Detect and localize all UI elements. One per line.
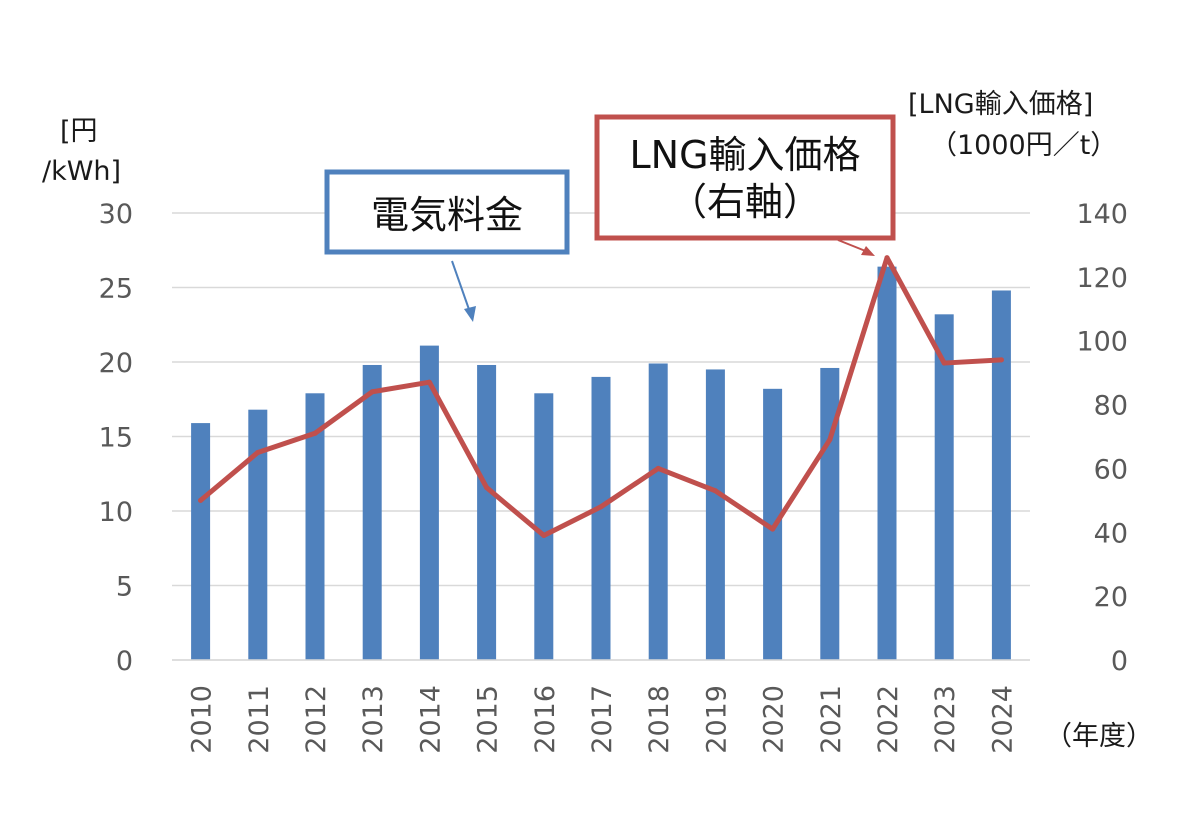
bar-2011: [248, 409, 268, 660]
bar-2022: [877, 266, 897, 660]
x-axis-tick-label: 2015: [473, 685, 504, 754]
x-axis-tick-label: 2016: [530, 685, 561, 754]
x-axis-tick-label: 2010: [187, 685, 218, 754]
bar-2017: [591, 376, 611, 660]
left-axis-label-line2: /kWh]: [42, 156, 121, 187]
left-axis-tick-label: 30: [99, 199, 133, 230]
right-axis-ticks: 0 20 40 60 80 100 120 140: [1076, 199, 1128, 677]
bar-series: [172, 266, 1030, 661]
bar-2018: [648, 363, 668, 660]
bar-callout-text: 電気料金: [371, 193, 523, 237]
left-axis-tick-label: 0: [116, 646, 133, 677]
right-axis-tick-label: 60: [1094, 454, 1128, 485]
bar-2019: [705, 369, 725, 660]
lng-price-point-2022: [884, 255, 890, 261]
lng-price-point-2014: [426, 379, 432, 385]
line-callout-text-2: （右軸）: [669, 180, 821, 224]
x-axis-tick-label: 2018: [644, 685, 675, 754]
left-axis-tick-label: 20: [99, 348, 133, 379]
lng-price-point-2019: [712, 488, 718, 494]
lng-price-point-2010: [198, 497, 204, 503]
bar-2016: [534, 393, 554, 660]
line-series: [198, 255, 1004, 538]
right-axis-tick-label: 20: [1094, 582, 1128, 613]
x-axis-tick-label: 2011: [244, 685, 275, 754]
x-axis-tick-label: 2014: [415, 685, 446, 754]
x-axis-tick-label: 2023: [930, 685, 961, 754]
x-axis-tick-label: 2012: [301, 685, 332, 754]
right-axis-tick-label: 120: [1076, 263, 1128, 294]
x-axis-tick-label: 2017: [587, 685, 618, 754]
lng-price-point-2016: [541, 532, 547, 538]
lng-price-point-2017: [598, 504, 604, 510]
bar-2012: [305, 393, 325, 660]
lng-price-point-2023: [941, 360, 947, 366]
bar-2021: [820, 367, 840, 660]
x-axis-ticks: 2010 2011 2012 2013 2014 2015 2016 2017 2018 2019…: [187, 685, 1019, 754]
right-axis-tick-label: 100: [1076, 327, 1128, 358]
right-axis-label-line1: [LNG輸入価格]: [908, 89, 1093, 120]
lng-price-point-2011: [255, 449, 261, 455]
right-axis-tick-label: 80: [1094, 391, 1128, 422]
bar-2010: [191, 423, 211, 660]
lng-price-point-2012: [312, 430, 318, 436]
x-axis-unit-label: （年度）: [1045, 721, 1153, 752]
right-axis-tick-label: 0: [1111, 646, 1128, 677]
lng-price-point-2013: [369, 389, 375, 395]
x-axis-tick-label: 2024: [987, 685, 1018, 754]
line-series-callout: LNG輸入価格 （右軸）: [594, 114, 896, 256]
bar-series-callout: 電気料金: [324, 169, 570, 322]
bar-2013: [362, 364, 382, 660]
right-axis-label-line2: （1000円／t）: [930, 130, 1117, 161]
bar-2024: [991, 290, 1011, 660]
lng-price-point-2024: [998, 357, 1004, 363]
x-axis-tick-label: 2022: [873, 685, 904, 754]
x-axis-tick-label: 2020: [759, 685, 790, 754]
line-callout-text-1: LNG輸入価格: [629, 133, 860, 177]
right-axis-tick-label: 40: [1094, 518, 1128, 549]
left-axis-label-line1: [円: [60, 116, 98, 147]
left-axis-tick-label: 25: [99, 274, 133, 305]
left-axis-ticks: 0 5 10 15 20 25 30: [99, 199, 133, 677]
bar-2023: [934, 314, 954, 660]
bar-2014: [419, 345, 439, 660]
lng-price-point-2018: [655, 465, 661, 471]
bar-2015: [477, 364, 497, 660]
right-axis-tick-label: 140: [1076, 199, 1128, 230]
lng-price-point-2015: [484, 485, 490, 491]
left-axis-tick-label: 15: [99, 423, 133, 454]
left-axis-tick-label: 10: [99, 497, 133, 528]
lng-price-point-2021: [827, 437, 833, 443]
x-axis-tick-label: 2019: [701, 685, 732, 754]
lng-price-point-2020: [770, 526, 776, 532]
x-axis-tick-label: 2013: [358, 685, 389, 754]
left-axis-tick-label: 5: [116, 572, 133, 603]
bar-2020: [763, 388, 783, 660]
x-axis-tick-label: 2021: [816, 685, 847, 754]
